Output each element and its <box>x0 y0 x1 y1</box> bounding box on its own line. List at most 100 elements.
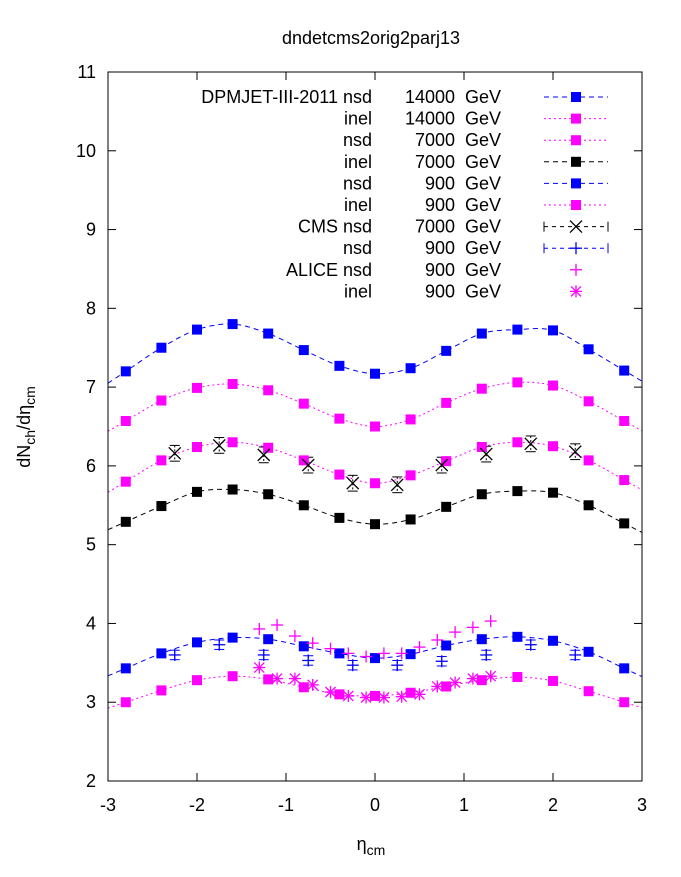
point-dpm_inel_7000 <box>441 501 452 512</box>
legend-entry-alice_inel_900: inel 900 GeV <box>344 281 582 301</box>
point-dpm_inel_14000 <box>192 382 202 393</box>
legend-unit: GeV <box>465 152 501 172</box>
point-dpm_inel_7000 <box>120 516 131 527</box>
point-dpm_inel_7000 <box>512 486 523 497</box>
point-alice_nsd_900 <box>342 647 355 660</box>
legend-unit: GeV <box>465 238 501 258</box>
point-alice_inel_900 <box>253 661 266 674</box>
point-dpm_nsd_900 <box>298 641 309 652</box>
point-cms_nsd_900 <box>257 648 270 661</box>
point-dpm_inel_7000 <box>334 512 345 523</box>
legend-entry-cms_nsd_900: nsd 900 GeV <box>343 238 609 258</box>
legend-unit: GeV <box>465 109 501 129</box>
y-tick-label: 9 <box>86 220 96 240</box>
axis-ticks <box>107 71 643 782</box>
legend-label: inel <box>344 281 372 301</box>
point-dpm_inel_14000 <box>548 380 558 391</box>
legend-marker <box>571 156 581 167</box>
point-alice_inel_900 <box>271 672 284 685</box>
point-dpm_inel_14000 <box>120 415 131 426</box>
point-dpm_inel_900 <box>298 682 309 693</box>
point-cms_nsd_7000 <box>435 458 449 472</box>
legend-energy: 900 <box>425 281 455 301</box>
legend-energy: 900 <box>425 238 455 258</box>
point-alice_nsd_900 <box>395 647 408 660</box>
point-dpm_inel_900 <box>334 689 345 700</box>
point-dpm_inel_7000 <box>263 489 274 500</box>
point-dpm_inel_900 <box>512 672 523 683</box>
legend-energy: 7000 <box>415 130 455 150</box>
point-alice_nsd_900 <box>288 630 301 643</box>
point-alice_inel_900 <box>413 688 426 701</box>
legend-energy: 7000 <box>415 152 455 172</box>
errorbar-cms_nsd_7000 <box>214 437 225 454</box>
point-dpm_nsd_14000 <box>548 325 558 336</box>
y-tick-label: 10 <box>76 141 96 161</box>
point-dpm_nsd_14000 <box>334 360 345 371</box>
point-dpm_inel_900 <box>192 675 202 686</box>
x-axis-label: ηcm <box>357 834 386 858</box>
point-dpm_nsd_14000 <box>298 345 309 356</box>
point-dpm_nsd_7000 <box>548 441 558 452</box>
point-dpm_inel_7000 <box>583 500 594 511</box>
point-cms_nsd_7000 <box>212 438 226 452</box>
legend-marker <box>570 285 582 298</box>
point-alice_inel_900 <box>360 691 373 704</box>
point-alice_inel_900 <box>449 676 462 689</box>
legend-marker <box>571 135 581 146</box>
point-dpm_nsd_900 <box>405 649 416 660</box>
point-cms_nsd_900 <box>168 648 181 661</box>
curve-dpm_nsd_900 <box>107 636 643 678</box>
point-dpm_nsd_14000 <box>156 342 167 353</box>
point-dpm_nsd_7000 <box>156 455 167 466</box>
point-dpm_nsd_900 <box>476 634 487 645</box>
point-cms_nsd_900 <box>480 648 493 661</box>
point-alice_inel_900 <box>324 685 337 698</box>
point-dpm_inel_7000 <box>476 489 487 500</box>
point-alice_inel_900 <box>306 678 319 691</box>
point-dpm_inel_900 <box>619 697 630 708</box>
point-dpm_nsd_14000 <box>441 345 452 356</box>
point-dpm_nsd_900 <box>227 632 238 643</box>
point-alice_nsd_900 <box>466 621 479 634</box>
point-alice_nsd_900 <box>360 650 373 663</box>
point-alice_nsd_900 <box>306 637 319 650</box>
legend-unit: GeV <box>465 217 501 237</box>
legend-marker <box>571 113 581 124</box>
legend-label: inel <box>344 195 372 215</box>
x-tick-label: 1 <box>459 795 469 815</box>
point-dpm_nsd_7000 <box>263 442 274 453</box>
point-alice_inel_900 <box>484 670 497 683</box>
point-dpm_inel_14000 <box>619 415 630 426</box>
point-cms_nsd_900 <box>569 648 582 661</box>
legend-marker <box>571 178 581 189</box>
point-dpm_inel_7000 <box>298 500 309 511</box>
legend-marker <box>571 200 581 210</box>
legend-marker <box>570 263 582 276</box>
legend-energy: 900 <box>425 173 455 193</box>
point-cms_nsd_7000 <box>346 476 360 490</box>
point-cms_nsd_7000 <box>390 478 404 492</box>
point-dpm_inel_900 <box>583 686 594 697</box>
legend-label: inel <box>344 109 372 129</box>
legend-label: ALICE nsd <box>286 260 372 280</box>
point-dpm_inel_900 <box>263 674 274 685</box>
curve-dpm_inel_14000 <box>107 381 643 432</box>
point-dpm_nsd_14000 <box>192 324 202 335</box>
point-dpm_inel_900 <box>476 675 487 686</box>
point-cms_nsd_7000 <box>568 445 582 459</box>
point-dpm_nsd_900 <box>370 653 380 664</box>
point-dpm_inel_900 <box>548 675 558 686</box>
point-alice_inel_900 <box>431 680 444 693</box>
x-tick-label: -2 <box>189 795 205 815</box>
x-tick-labels: -3 -2 -1 0 1 2 3 <box>100 795 647 815</box>
point-dpm_inel_14000 <box>476 383 487 394</box>
legend-unit: GeV <box>465 260 501 280</box>
point-alice_nsd_900 <box>271 619 284 632</box>
point-dpm_nsd_7000 <box>227 437 238 448</box>
point-cms_nsd_900 <box>435 655 448 668</box>
legend-entry-dpm_inel_7000: inel 7000 GeV <box>344 152 608 172</box>
point-alice_nsd_900 <box>324 642 337 655</box>
x-tick-label: 2 <box>548 795 558 815</box>
legend-entry-alice_nsd_900: ALICE nsd 900 GeV <box>286 260 582 280</box>
